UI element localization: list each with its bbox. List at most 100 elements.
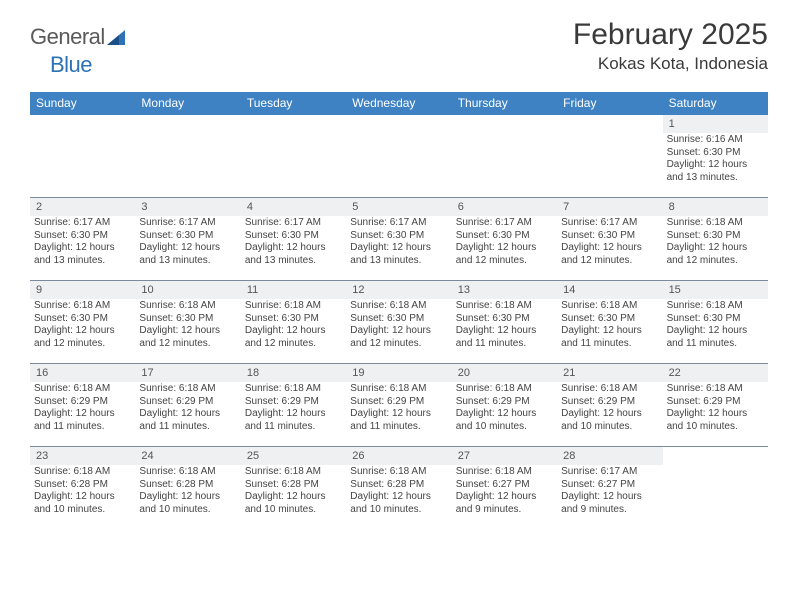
day-number: 9: [30, 281, 135, 299]
day-body: Sunrise: 6:17 AMSunset: 6:30 PMDaylight:…: [241, 216, 346, 269]
day-cell: 17Sunrise: 6:18 AMSunset: 6:29 PMDayligh…: [135, 364, 240, 446]
sunset-line: Sunset: 6:27 PM: [561, 479, 658, 492]
day-body: Sunrise: 6:18 AMSunset: 6:28 PMDaylight:…: [135, 465, 240, 518]
sunrise-line: Sunrise: 6:18 AM: [34, 300, 131, 313]
sunrise-line: Sunrise: 6:18 AM: [456, 466, 553, 479]
day-body: Sunrise: 6:18 AMSunset: 6:30 PMDaylight:…: [557, 299, 662, 352]
day-cell: 19Sunrise: 6:18 AMSunset: 6:29 PMDayligh…: [346, 364, 451, 446]
daylight-line: Daylight: 12 hours and 10 minutes.: [350, 491, 447, 516]
month-title: February 2025: [573, 18, 768, 52]
daylight-line: Daylight: 12 hours and 10 minutes.: [34, 491, 131, 516]
day-cell: 24Sunrise: 6:18 AMSunset: 6:28 PMDayligh…: [135, 447, 240, 529]
sunrise-line: Sunrise: 6:18 AM: [561, 300, 658, 313]
daylight-line: Daylight: 12 hours and 12 minutes.: [245, 325, 342, 350]
day-cell: 9Sunrise: 6:18 AMSunset: 6:30 PMDaylight…: [30, 281, 135, 363]
sunrise-line: Sunrise: 6:18 AM: [34, 466, 131, 479]
day-body: Sunrise: 6:18 AMSunset: 6:29 PMDaylight:…: [241, 382, 346, 435]
sunrise-line: Sunrise: 6:18 AM: [350, 300, 447, 313]
day-cell: 22Sunrise: 6:18 AMSunset: 6:29 PMDayligh…: [663, 364, 768, 446]
sunrise-line: Sunrise: 6:18 AM: [139, 383, 236, 396]
day-number: 8: [663, 198, 768, 216]
day-body: Sunrise: 6:18 AMSunset: 6:30 PMDaylight:…: [452, 299, 557, 352]
sunset-line: Sunset: 6:28 PM: [245, 479, 342, 492]
sunset-line: Sunset: 6:30 PM: [139, 230, 236, 243]
day-header: Tuesday: [241, 92, 346, 115]
day-number: 4: [241, 198, 346, 216]
day-cell: 16Sunrise: 6:18 AMSunset: 6:29 PMDayligh…: [30, 364, 135, 446]
sunset-line: Sunset: 6:30 PM: [34, 313, 131, 326]
sunrise-line: Sunrise: 6:17 AM: [139, 217, 236, 230]
daylight-line: Daylight: 12 hours and 12 minutes.: [34, 325, 131, 350]
week-row: 23Sunrise: 6:18 AMSunset: 6:28 PMDayligh…: [30, 446, 768, 529]
day-body: Sunrise: 6:18 AMSunset: 6:29 PMDaylight:…: [135, 382, 240, 435]
week-row: 16Sunrise: 6:18 AMSunset: 6:29 PMDayligh…: [30, 363, 768, 446]
daylight-line: Daylight: 12 hours and 11 minutes.: [245, 408, 342, 433]
day-body: Sunrise: 6:16 AMSunset: 6:30 PMDaylight:…: [663, 133, 768, 186]
day-cell: 15Sunrise: 6:18 AMSunset: 6:30 PMDayligh…: [663, 281, 768, 363]
day-number: 16: [30, 364, 135, 382]
day-number: [557, 115, 662, 133]
day-number: 1: [663, 115, 768, 133]
day-cell: 1Sunrise: 6:16 AMSunset: 6:30 PMDaylight…: [663, 115, 768, 197]
day-body: Sunrise: 6:18 AMSunset: 6:29 PMDaylight:…: [452, 382, 557, 435]
day-body: Sunrise: 6:18 AMSunset: 6:30 PMDaylight:…: [663, 299, 768, 352]
daylight-line: Daylight: 12 hours and 9 minutes.: [561, 491, 658, 516]
day-number: 17: [135, 364, 240, 382]
day-number: 22: [663, 364, 768, 382]
day-number: 6: [452, 198, 557, 216]
sunset-line: Sunset: 6:29 PM: [245, 396, 342, 409]
day-header: Friday: [557, 92, 662, 115]
day-cell: 18Sunrise: 6:18 AMSunset: 6:29 PMDayligh…: [241, 364, 346, 446]
sunrise-line: Sunrise: 6:17 AM: [350, 217, 447, 230]
sunrise-line: Sunrise: 6:18 AM: [350, 466, 447, 479]
day-number: 27: [452, 447, 557, 465]
day-cell: 12Sunrise: 6:18 AMSunset: 6:30 PMDayligh…: [346, 281, 451, 363]
daylight-line: Daylight: 12 hours and 12 minutes.: [561, 242, 658, 267]
sunset-line: Sunset: 6:30 PM: [561, 230, 658, 243]
day-body: Sunrise: 6:18 AMSunset: 6:30 PMDaylight:…: [135, 299, 240, 352]
day-header: Monday: [135, 92, 240, 115]
daylight-line: Daylight: 12 hours and 13 minutes.: [350, 242, 447, 267]
day-number: 13: [452, 281, 557, 299]
daylight-line: Daylight: 12 hours and 10 minutes.: [245, 491, 342, 516]
day-number: [346, 115, 451, 133]
day-number: 21: [557, 364, 662, 382]
day-cell: 10Sunrise: 6:18 AMSunset: 6:30 PMDayligh…: [135, 281, 240, 363]
day-number: [663, 447, 768, 465]
day-cell: 13Sunrise: 6:18 AMSunset: 6:30 PMDayligh…: [452, 281, 557, 363]
day-cell: 25Sunrise: 6:18 AMSunset: 6:28 PMDayligh…: [241, 447, 346, 529]
day-cell: [30, 115, 135, 197]
week-row: 9Sunrise: 6:18 AMSunset: 6:30 PMDaylight…: [30, 280, 768, 363]
day-header: Wednesday: [346, 92, 451, 115]
day-cell: [241, 115, 346, 197]
day-cell: 2Sunrise: 6:17 AMSunset: 6:30 PMDaylight…: [30, 198, 135, 280]
sunrise-line: Sunrise: 6:17 AM: [245, 217, 342, 230]
day-number: 11: [241, 281, 346, 299]
sunset-line: Sunset: 6:30 PM: [667, 147, 764, 160]
sunset-line: Sunset: 6:30 PM: [139, 313, 236, 326]
calendar-page: General February 2025 Kokas Kota, Indone…: [0, 0, 792, 547]
sunset-line: Sunset: 6:30 PM: [456, 313, 553, 326]
day-number: 26: [346, 447, 451, 465]
sunrise-line: Sunrise: 6:18 AM: [139, 466, 236, 479]
sunrise-line: Sunrise: 6:18 AM: [667, 217, 764, 230]
sunset-line: Sunset: 6:30 PM: [456, 230, 553, 243]
sunset-line: Sunset: 6:30 PM: [350, 230, 447, 243]
day-cell: 26Sunrise: 6:18 AMSunset: 6:28 PMDayligh…: [346, 447, 451, 529]
day-cell: 3Sunrise: 6:17 AMSunset: 6:30 PMDaylight…: [135, 198, 240, 280]
day-body: Sunrise: 6:18 AMSunset: 6:28 PMDaylight:…: [241, 465, 346, 518]
logo: General: [30, 18, 129, 50]
daylight-line: Daylight: 12 hours and 10 minutes.: [139, 491, 236, 516]
sunrise-line: Sunrise: 6:17 AM: [561, 466, 658, 479]
day-number: 15: [663, 281, 768, 299]
sunrise-line: Sunrise: 6:18 AM: [245, 383, 342, 396]
day-body: Sunrise: 6:17 AMSunset: 6:30 PMDaylight:…: [452, 216, 557, 269]
daylight-line: Daylight: 12 hours and 11 minutes.: [34, 408, 131, 433]
sunset-line: Sunset: 6:28 PM: [350, 479, 447, 492]
day-cell: [557, 115, 662, 197]
daylight-line: Daylight: 12 hours and 13 minutes.: [667, 159, 764, 184]
day-number: 10: [135, 281, 240, 299]
sunrise-line: Sunrise: 6:16 AM: [667, 134, 764, 147]
day-number: 7: [557, 198, 662, 216]
daylight-line: Daylight: 12 hours and 11 minutes.: [667, 325, 764, 350]
